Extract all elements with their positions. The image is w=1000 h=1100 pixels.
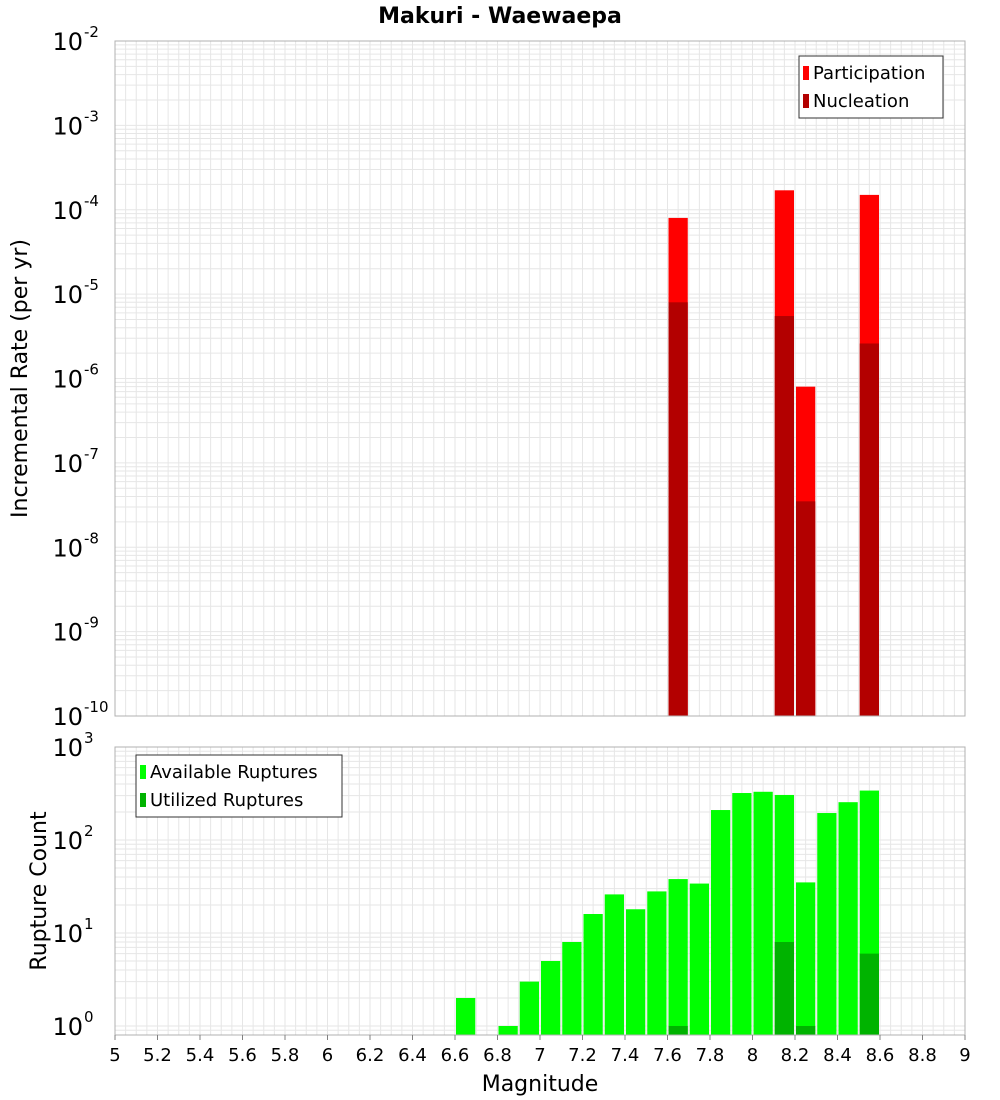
count-bar-available <box>796 882 816 1035</box>
x-tick-label: 7.6 <box>653 1045 682 1066</box>
count-bar-available <box>647 891 667 1035</box>
x-tick-label: 5.2 <box>143 1045 172 1066</box>
x-tick-label: 6.8 <box>483 1045 512 1066</box>
count-bar-available <box>732 793 752 1035</box>
count-bar-available <box>456 997 476 1035</box>
count-bar-available <box>838 802 858 1035</box>
count-bar-available <box>689 883 709 1035</box>
count-y-tick-exponent: 0 <box>84 1008 94 1026</box>
count-bar-utilized <box>668 1025 688 1035</box>
rate-y-tick-label: 10 <box>52 112 83 140</box>
rate-y-tick-label: 10 <box>52 534 83 562</box>
count-y-tick-exponent: 3 <box>84 729 94 747</box>
x-tick-label: 6.4 <box>398 1045 427 1066</box>
x-tick-label: 5.8 <box>271 1045 300 1066</box>
count-bar-available <box>583 914 603 1035</box>
count-bar-utilized <box>774 942 794 1035</box>
x-tick-label: 7.8 <box>696 1045 725 1066</box>
count-bar-available <box>604 894 624 1035</box>
rate-legend-label-participation: Participation <box>813 63 925 84</box>
count-bar-available <box>817 813 837 1035</box>
rate-frame <box>114 40 966 717</box>
rate-y-tick-label: 10 <box>52 197 83 225</box>
count-bar-available <box>626 909 646 1035</box>
x-axis-title: Magnitude <box>482 1072 599 1097</box>
count-y-axis-title: Rupture Count <box>27 811 52 971</box>
rate-y-tick-exponent: -10 <box>84 698 109 716</box>
rate-y-tick-label: 10 <box>52 703 83 731</box>
count-bar-available <box>711 810 731 1035</box>
x-tick-label: 8.4 <box>823 1045 852 1066</box>
rate-y-tick-exponent: -3 <box>84 107 99 125</box>
x-tick-label: 7 <box>534 1045 545 1066</box>
rate-y-tick-label: 10 <box>52 281 83 309</box>
rate-bar-nucleation <box>859 343 879 716</box>
rate-y-tick-exponent: -5 <box>84 276 99 294</box>
rate-y-tick-label: 10 <box>52 366 83 394</box>
rate-bar-nucleation <box>668 302 688 716</box>
count-y-tick-label: 10 <box>52 827 83 855</box>
count-bar-utilized <box>796 1025 816 1035</box>
x-tick-label: 5.6 <box>228 1045 257 1066</box>
rate-bar-nucleation <box>774 316 794 716</box>
rate-legend-swatch-participation <box>803 66 809 80</box>
x-tick-label: 8.2 <box>781 1045 810 1066</box>
rate-legend-swatch-nucleation <box>803 94 809 108</box>
x-tick-label: 8.8 <box>908 1045 937 1066</box>
rate-legend-label-nucleation: Nucleation <box>813 91 909 112</box>
count-bar-utilized <box>859 953 879 1035</box>
count-y-tick-exponent: 1 <box>84 915 94 933</box>
x-tick-label: 8 <box>747 1045 758 1066</box>
rate-y-tick-label: 10 <box>52 450 83 478</box>
count-y-tick-label: 10 <box>52 734 83 762</box>
rate-y-tick-label: 10 <box>52 619 83 647</box>
count-legend-swatch-available <box>140 765 146 779</box>
count-y-tick-exponent: 2 <box>84 822 94 840</box>
rate-y-tick-exponent: -2 <box>84 23 99 41</box>
rate-legend <box>798 55 944 119</box>
rate-y-axis-title: Incremental Rate (per yr) <box>8 239 33 518</box>
count-y-tick-label: 10 <box>52 1013 83 1041</box>
count-legend-label-available: Available Ruptures <box>150 762 318 783</box>
x-tick-label: 6.2 <box>356 1045 385 1066</box>
x-tick-label: 5 <box>109 1045 120 1066</box>
x-tick-label: 6 <box>322 1045 333 1066</box>
count-bar-available <box>753 791 773 1035</box>
x-tick-label: 7.2 <box>568 1045 597 1066</box>
x-tick-label: 9 <box>959 1045 970 1066</box>
count-bar-available <box>541 960 561 1035</box>
count-bar-available <box>519 981 539 1035</box>
count-bar-available <box>498 1025 518 1035</box>
rate-y-tick-exponent: -6 <box>84 361 99 379</box>
x-tick-label: 5.4 <box>186 1045 215 1066</box>
count-bar-available <box>668 879 688 1035</box>
rate-bar-nucleation <box>796 501 816 716</box>
rate-y-tick-exponent: -9 <box>84 614 99 632</box>
x-tick-label: 7.4 <box>611 1045 640 1066</box>
rate-y-tick-exponent: -7 <box>84 445 99 463</box>
count-y-tick-label: 10 <box>52 920 83 948</box>
rate-y-tick-exponent: -8 <box>84 529 99 547</box>
x-tick-label: 6.6 <box>441 1045 470 1066</box>
rate-y-tick-exponent: -4 <box>84 192 99 210</box>
count-legend <box>135 754 343 818</box>
chart-title: Makuri - Waewaepa <box>378 4 622 29</box>
count-bar-available <box>562 942 582 1035</box>
count-legend-label-utilized: Utilized Ruptures <box>150 790 303 811</box>
count-legend-swatch-utilized <box>140 793 146 807</box>
rate-y-tick-label: 10 <box>52 28 83 56</box>
x-tick-label: 8.6 <box>866 1045 895 1066</box>
